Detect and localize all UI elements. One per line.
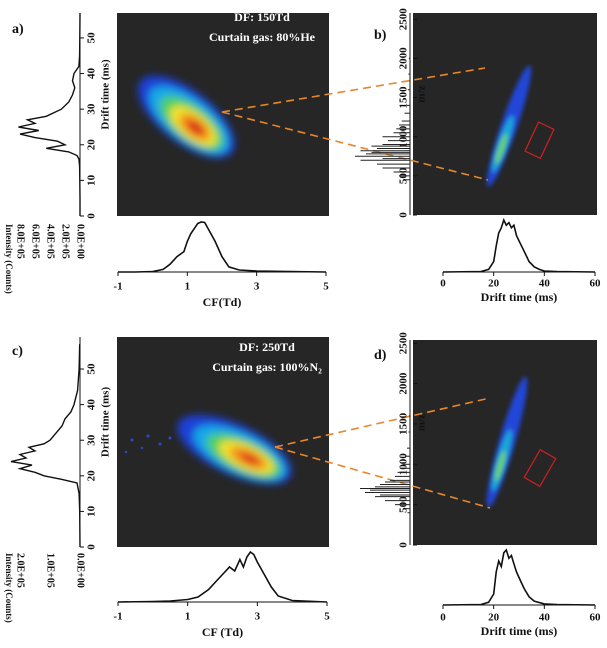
y-tick-label: 0 <box>86 544 98 550</box>
y-tick-label: 40 <box>86 399 98 411</box>
panel-label: a) <box>12 22 24 37</box>
panel-label: c) <box>12 344 23 359</box>
highlight-box <box>523 448 557 488</box>
x-tick-label: 1 <box>185 611 191 623</box>
drift-profile <box>118 221 327 273</box>
x-tick-label: -1 <box>113 281 122 293</box>
x-tick-label: 1 <box>185 281 191 293</box>
y-tick-label: 10 <box>86 505 98 516</box>
side-tick-label: 4.0E+05 <box>45 224 56 259</box>
side-tick-label: 6.0E+05 <box>30 224 41 259</box>
x-axis-label: Drift time (ms) <box>481 290 558 304</box>
side-tick-label: 0.0E+00 <box>75 553 86 588</box>
x-tick-label: 60 <box>590 612 602 624</box>
y-tick-label: 0 <box>86 213 98 219</box>
y-tick-label: 50 <box>86 32 98 44</box>
annotation: DF: 150Td <box>234 10 290 24</box>
connector-lines <box>221 67 491 509</box>
x-tick-label: 3 <box>255 611 261 623</box>
x-tick-label: 0 <box>440 278 446 290</box>
x-tick-label: 40 <box>539 612 551 624</box>
x-tick-label: 0 <box>440 612 446 624</box>
side-axis-label: Intensity (Counts) <box>4 224 14 294</box>
heatmap-intensity <box>177 414 292 485</box>
y-tick-label: 1500 <box>398 412 410 435</box>
side-tick-label: 8.0E+05 <box>15 224 26 259</box>
y-tick-label: 40 <box>86 68 98 80</box>
y-axis-label: m/z <box>416 85 428 102</box>
side-axis-label: Intensity (Counts) <box>4 553 14 623</box>
y-axis-label: m/z <box>416 414 428 431</box>
y-tick-label: 30 <box>86 103 98 115</box>
x-tick-label: 5 <box>324 611 330 623</box>
panel-label: b) <box>374 28 387 43</box>
annotation: Curtain gas: 100%N₂ <box>212 360 322 374</box>
x-tick-label: 3 <box>254 281 260 293</box>
y-tick-label: 1500 <box>398 86 410 109</box>
x-tick-label: 40 <box>539 278 551 290</box>
side-tick-label: 2.0E+05 <box>15 553 26 588</box>
side-tick-label: 2.0E+05 <box>60 224 71 259</box>
heatmap-scatter <box>124 434 172 454</box>
y-tick-label: 2000 <box>398 47 410 70</box>
drift-profile <box>442 548 596 606</box>
y-axis-label: Drift time (ms) <box>100 59 112 130</box>
y-axis-label: Drift time (ms) <box>100 387 112 458</box>
y-tick-label: 50 <box>86 363 98 375</box>
x-tick-label: 5 <box>323 281 329 293</box>
highlight-box <box>524 121 555 160</box>
drift-profile <box>117 550 328 603</box>
y-tick-label: 2500 <box>398 332 410 355</box>
heatmap-intensity <box>486 376 528 508</box>
x-tick-label: 20 <box>488 612 500 624</box>
x-tick-label: 20 <box>488 278 500 290</box>
x-axis-label: Drift time (ms) <box>481 624 558 638</box>
panel-label: d) <box>374 348 387 363</box>
side-tick-label: 1.0E+05 <box>45 553 56 588</box>
y-tick-label: 0 <box>398 542 410 548</box>
y-tick-label: 20 <box>86 470 98 482</box>
x-axis-label: CF(Td) <box>203 295 242 309</box>
x-axis-label: CF (Td) <box>202 625 243 639</box>
y-tick-label: 30 <box>86 434 98 446</box>
annotation: Curtain gas: 80%He <box>209 30 316 44</box>
y-tick-label: 10 <box>86 174 98 186</box>
heatmap-intensity <box>486 65 532 187</box>
intensity-profile <box>18 12 81 216</box>
y-tick-label: 2000 <box>398 372 410 395</box>
x-tick-label: -1 <box>113 611 122 623</box>
x-tick-label: 60 <box>590 278 602 290</box>
y-tick-label: 0 <box>398 212 410 218</box>
heatmap-intensity <box>137 75 235 158</box>
annotation: DF: 250Td <box>239 340 295 354</box>
drift-profile <box>442 217 596 273</box>
intensity-profile <box>10 344 81 548</box>
y-tick-label: 20 <box>86 139 98 151</box>
y-tick-label: 2500 <box>398 8 410 31</box>
side-tick-label: 0.0E+00 <box>75 224 86 259</box>
